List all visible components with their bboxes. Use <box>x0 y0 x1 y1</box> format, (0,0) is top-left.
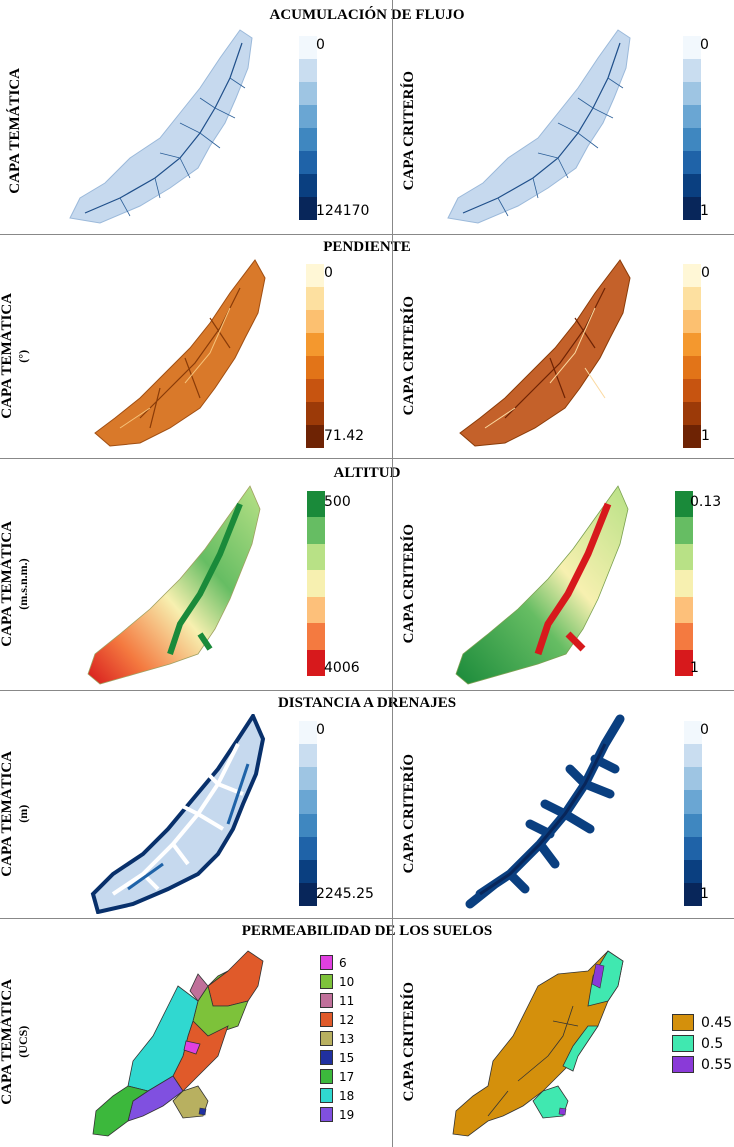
row-label-right: CAPA CRITERÍO <box>401 295 417 416</box>
legend-entry: 0.45 <box>672 1012 732 1033</box>
legend-swatch <box>320 955 333 970</box>
altitude-legend-left <box>307 491 325 676</box>
legend-swatch <box>672 1014 694 1031</box>
legend-min-label: 1 <box>700 886 709 902</box>
legend-min-label: 2245.25 <box>316 886 374 902</box>
divider <box>0 918 734 919</box>
soil-permeability-map <box>92 950 264 1137</box>
flow-criterion-map <box>447 29 631 224</box>
legend-swatch <box>320 1088 333 1103</box>
flow-legend-left <box>299 36 317 220</box>
row-label-right: CAPA CRITERÍO <box>401 524 417 644</box>
divider <box>0 458 734 459</box>
legend-entry: 18 <box>320 1086 354 1105</box>
flow-legend-right <box>683 36 701 220</box>
legend-min-label: 1 <box>690 660 699 676</box>
legend-entry: 13 <box>320 1029 354 1048</box>
flow-accumulation-map <box>69 29 253 224</box>
legend-swatch <box>320 1050 333 1065</box>
legend-swatch <box>320 1069 333 1084</box>
legend-max-label: 500 <box>324 494 351 510</box>
legend-swatch <box>320 974 333 989</box>
legend-entry: 10 <box>320 972 354 991</box>
row-label-right: CAPA CRITERÍO <box>401 70 417 191</box>
altitude-criterion-map <box>455 485 629 685</box>
legend-min-label: 124170 <box>316 203 370 219</box>
legend-min-label: 1 <box>700 203 709 219</box>
divider <box>0 690 734 691</box>
row-label-right: CAPA CRITERÍO <box>401 754 417 874</box>
legend-entry: 0.55 <box>672 1054 732 1075</box>
section-title: ALTITUD <box>333 465 401 481</box>
legend-max-label: 0 <box>700 722 709 738</box>
legend-min-label: 1 <box>701 428 710 444</box>
legend-entry: 15 <box>320 1048 354 1067</box>
soil-legend: 6 10 11 12 13 15 17 18 19 <box>320 953 354 1124</box>
legend-max-label: 0.13 <box>690 494 722 510</box>
row-label-left: CAPA TEMÁTICA (°) <box>0 292 30 419</box>
legend-swatch <box>672 1035 694 1052</box>
slope-legend-left <box>306 264 324 448</box>
legend-max-label: 0 <box>700 37 709 53</box>
legend-swatch <box>320 1012 333 1027</box>
row-label-left: CAPA TEMÁTICA (UCS) <box>0 979 30 1105</box>
legend-entry: 19 <box>320 1105 354 1124</box>
legend-max-label: 0 <box>324 265 333 281</box>
slope-criterion-map <box>459 259 631 447</box>
legend-max-label: 0 <box>316 722 325 738</box>
legend-entry: 6 <box>320 953 354 972</box>
distance-criterion-map <box>465 714 625 909</box>
legend-min-label: 71.42 <box>324 428 365 444</box>
section-title: DISTANCIA A DRENAJES <box>277 695 457 711</box>
slope-map <box>94 259 266 447</box>
soil-criterion-map <box>452 950 624 1137</box>
legend-entry: 11 <box>320 991 354 1010</box>
legend-entry: 17 <box>320 1067 354 1086</box>
row-label-right: CAPA CRITERÍO <box>401 982 417 1102</box>
altitude-legend-right <box>675 491 693 676</box>
distance-map <box>90 714 266 914</box>
legend-entry: 0.5 <box>672 1033 732 1054</box>
legend-max-label: 0 <box>701 265 710 281</box>
legend-entry: 12 <box>320 1010 354 1029</box>
row-label-left: CAPA TEMÁTICA (m) <box>0 751 30 877</box>
row-label-left: CAPA TEMÁTICA (m.s.n.m.) <box>0 521 30 647</box>
column-divider <box>392 0 393 1147</box>
legend-swatch <box>320 993 333 1008</box>
legend-swatch <box>672 1056 694 1073</box>
section-title: ACUMULACIÓN DE FLUJO <box>269 7 465 23</box>
row-label-left: CAPA TEMÁTICA <box>7 67 23 194</box>
criterion-legend: 0.45 0.5 0.55 <box>672 1012 732 1075</box>
legend-swatch <box>320 1107 333 1122</box>
section-title: PENDIENTE <box>323 239 411 255</box>
altitude-map <box>87 485 261 685</box>
legend-min-label: 4006 <box>324 660 360 676</box>
divider <box>0 234 734 235</box>
section-title: PERMEABILIDAD DE LOS SUELOS <box>241 923 493 939</box>
distance-legend-right <box>684 721 702 906</box>
slope-legend-right <box>683 264 701 448</box>
distance-legend-left <box>299 721 317 906</box>
legend-swatch <box>320 1031 333 1046</box>
legend-max-label: 0 <box>316 37 325 53</box>
